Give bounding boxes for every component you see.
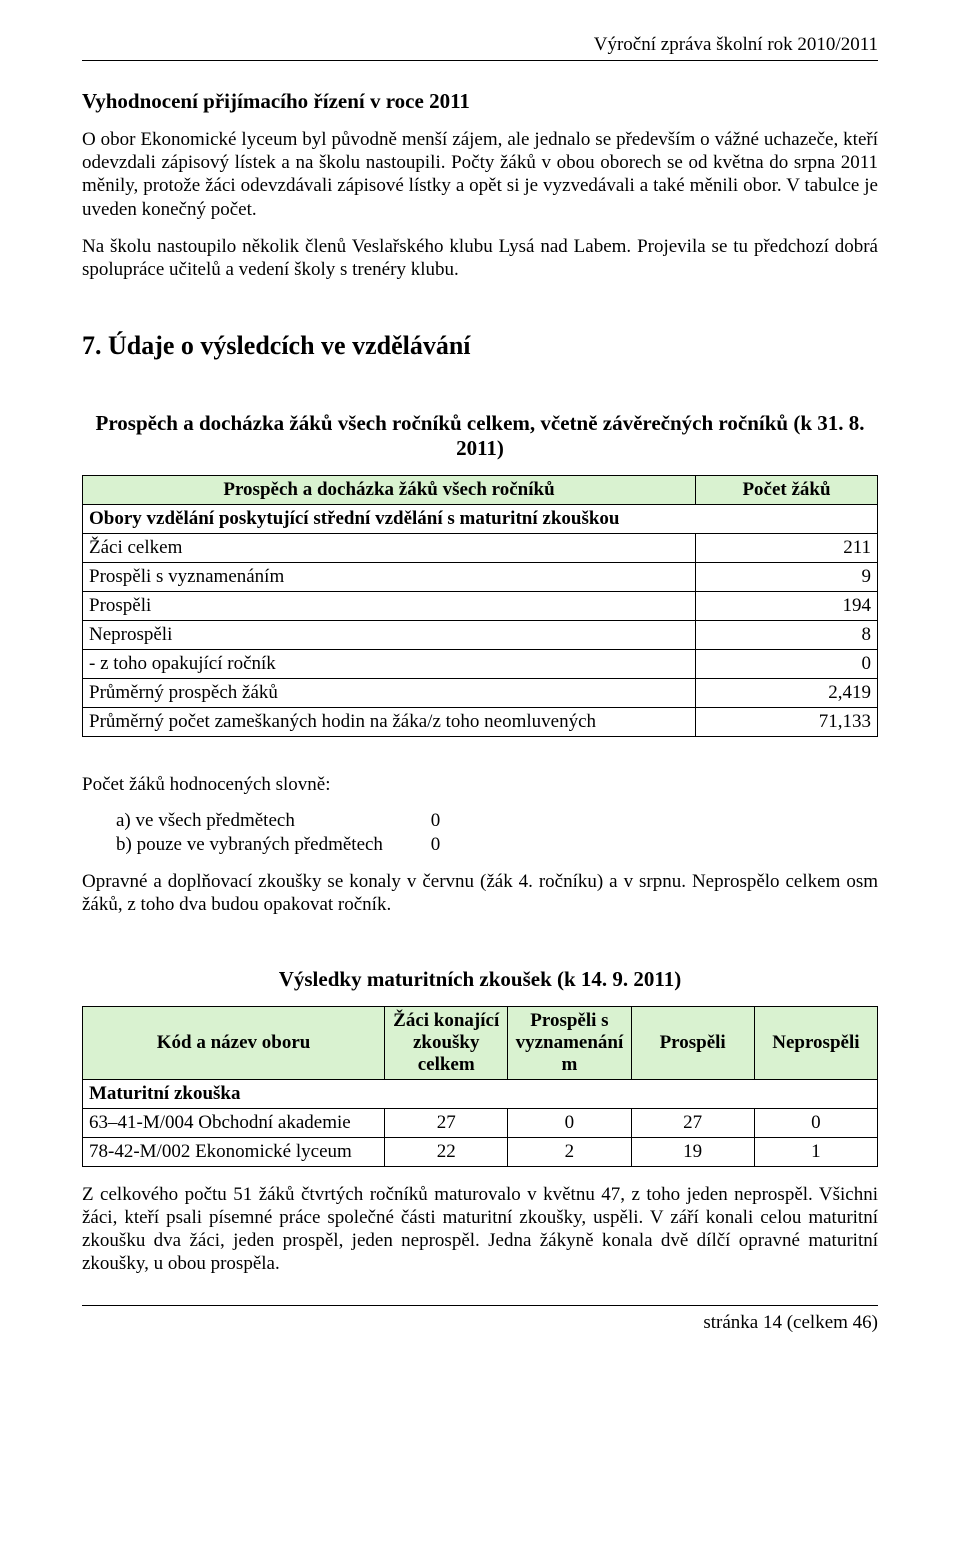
table-cell: Průměrný prospěch žáků xyxy=(83,679,696,708)
table-cell: 2 xyxy=(508,1137,631,1166)
table-cell: 211 xyxy=(696,534,878,563)
table-cell: Prospěli xyxy=(83,592,696,621)
table-row: Neprospěli 8 xyxy=(83,621,878,650)
matura-table: Kód a název oboru Žáci konající zkoušky … xyxy=(82,1006,878,1167)
table-cell: 8 xyxy=(696,621,878,650)
list-item-label: b) pouze ve vybraných předmětech xyxy=(116,834,426,856)
list-item: b) pouze ve vybraných předmětech 0 xyxy=(82,834,878,856)
table-cell: 0 xyxy=(754,1108,877,1137)
list-item-value: 0 xyxy=(431,834,441,855)
list-item-value: 0 xyxy=(431,810,441,831)
table-row: 63–41-M/004 Obchodní akademie 27 0 27 0 xyxy=(83,1108,878,1137)
table-row: Prospěli 194 xyxy=(83,592,878,621)
table-cell: - z toho opakující ročník xyxy=(83,650,696,679)
paragraph: Z celkového počtu 51 žáků čtvrtých roční… xyxy=(82,1183,878,1276)
table-row: Kód a název oboru Žáci konající zkoušky … xyxy=(83,1006,878,1079)
table-row: Prospěch a docházka žáků všech ročníků P… xyxy=(83,476,878,505)
col-header: Prospěch a docházka žáků všech ročníků xyxy=(83,476,696,505)
col-header: Žáci konající zkoušky celkem xyxy=(385,1006,508,1079)
col-header: Prospěli xyxy=(631,1006,754,1079)
sub-heading-attendance: Prospěch a docházka žáků všech ročníků c… xyxy=(82,411,878,461)
paragraph: O obor Ekonomické lyceum byl původně men… xyxy=(82,128,878,221)
table-cell: 2,419 xyxy=(696,679,878,708)
page-footer: stránka 14 (celkem 46) xyxy=(82,1312,878,1334)
table-cell: Obory vzdělání poskytující střední vzděl… xyxy=(83,505,878,534)
section-title-evaluation: Vyhodnocení přijímacího řízení v roce 20… xyxy=(82,89,878,114)
table-cell: 194 xyxy=(696,592,878,621)
table-cell: Neprospěli xyxy=(83,621,696,650)
table-cell: 0 xyxy=(508,1108,631,1137)
table-cell: 78-42-M/002 Ekonomické lyceum xyxy=(83,1137,385,1166)
top-rule xyxy=(82,60,878,61)
table-row: Průměrný prospěch žáků 2,419 xyxy=(83,679,878,708)
paragraph: Počet žáků hodnocených slovně: xyxy=(82,773,878,796)
table-cell: Průměrný počet zameškaných hodin na žáka… xyxy=(83,708,696,737)
table-row: Žáci celkem 211 xyxy=(83,534,878,563)
bottom-rule xyxy=(82,1305,878,1306)
list-item-label: a) ve všech předmětech xyxy=(116,810,426,832)
table-cell: 63–41-M/004 Obchodní akademie xyxy=(83,1108,385,1137)
table-cell: Žáci celkem xyxy=(83,534,696,563)
table-cell: 27 xyxy=(385,1108,508,1137)
paragraph: Opravné a doplňovací zkoušky se konaly v… xyxy=(82,870,878,916)
col-header: Kód a název oboru xyxy=(83,1006,385,1079)
table-cell: 0 xyxy=(696,650,878,679)
paragraph: Na školu nastoupilo několik členů Veslař… xyxy=(82,235,878,281)
list-item: a) ve všech předmětech 0 xyxy=(82,810,878,832)
col-header: Počet žáků xyxy=(696,476,878,505)
sub-heading-matura: Výsledky maturitních zkoušek (k 14. 9. 2… xyxy=(82,967,878,992)
table-cell: 9 xyxy=(696,563,878,592)
page-header: Výroční zpráva školní rok 2010/2011 xyxy=(82,34,878,56)
section-title-results: 7. Údaje o výsledcích ve vzdělávání xyxy=(82,331,878,361)
col-header: Neprospěli xyxy=(754,1006,877,1079)
table-cell: Maturitní zkouška xyxy=(83,1079,878,1108)
table-row: 78-42-M/002 Ekonomické lyceum 22 2 19 1 xyxy=(83,1137,878,1166)
table-row: Obory vzdělání poskytující střední vzděl… xyxy=(83,505,878,534)
attendance-table: Prospěch a docházka žáků všech ročníků P… xyxy=(82,475,878,737)
table-cell: 19 xyxy=(631,1137,754,1166)
table-row: Prospěli s vyznamenáním 9 xyxy=(83,563,878,592)
table-cell: Prospěli s vyznamenáním xyxy=(83,563,696,592)
table-cell: 27 xyxy=(631,1108,754,1137)
col-header: Prospěli s vyznamenání m xyxy=(508,1006,631,1079)
table-cell: 1 xyxy=(754,1137,877,1166)
table-cell: 71,133 xyxy=(696,708,878,737)
table-row: Průměrný počet zameškaných hodin na žáka… xyxy=(83,708,878,737)
table-row: Maturitní zkouška xyxy=(83,1079,878,1108)
table-row: - z toho opakující ročník 0 xyxy=(83,650,878,679)
table-cell: 22 xyxy=(385,1137,508,1166)
